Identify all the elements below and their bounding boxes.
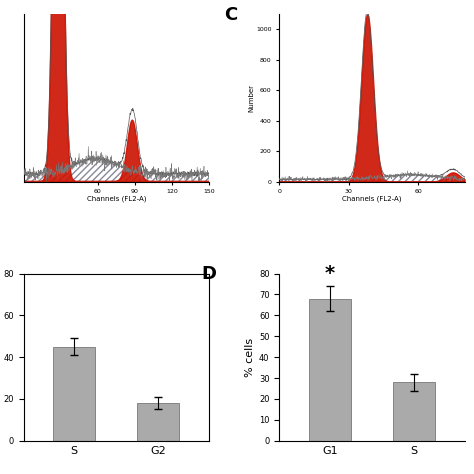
Text: D: D: [201, 265, 217, 283]
Bar: [53, 346, 95, 441]
Y-axis label: Number: Number: [249, 84, 255, 112]
Bar: [309, 299, 351, 441]
Text: *: *: [325, 264, 335, 283]
Bar: [393, 382, 435, 441]
Bar: [137, 403, 180, 441]
Text: C: C: [224, 6, 237, 24]
Y-axis label: % cells: % cells: [245, 337, 255, 377]
X-axis label: Channels (FL2-A): Channels (FL2-A): [87, 196, 146, 202]
X-axis label: Channels (FL2-A): Channels (FL2-A): [342, 196, 401, 202]
